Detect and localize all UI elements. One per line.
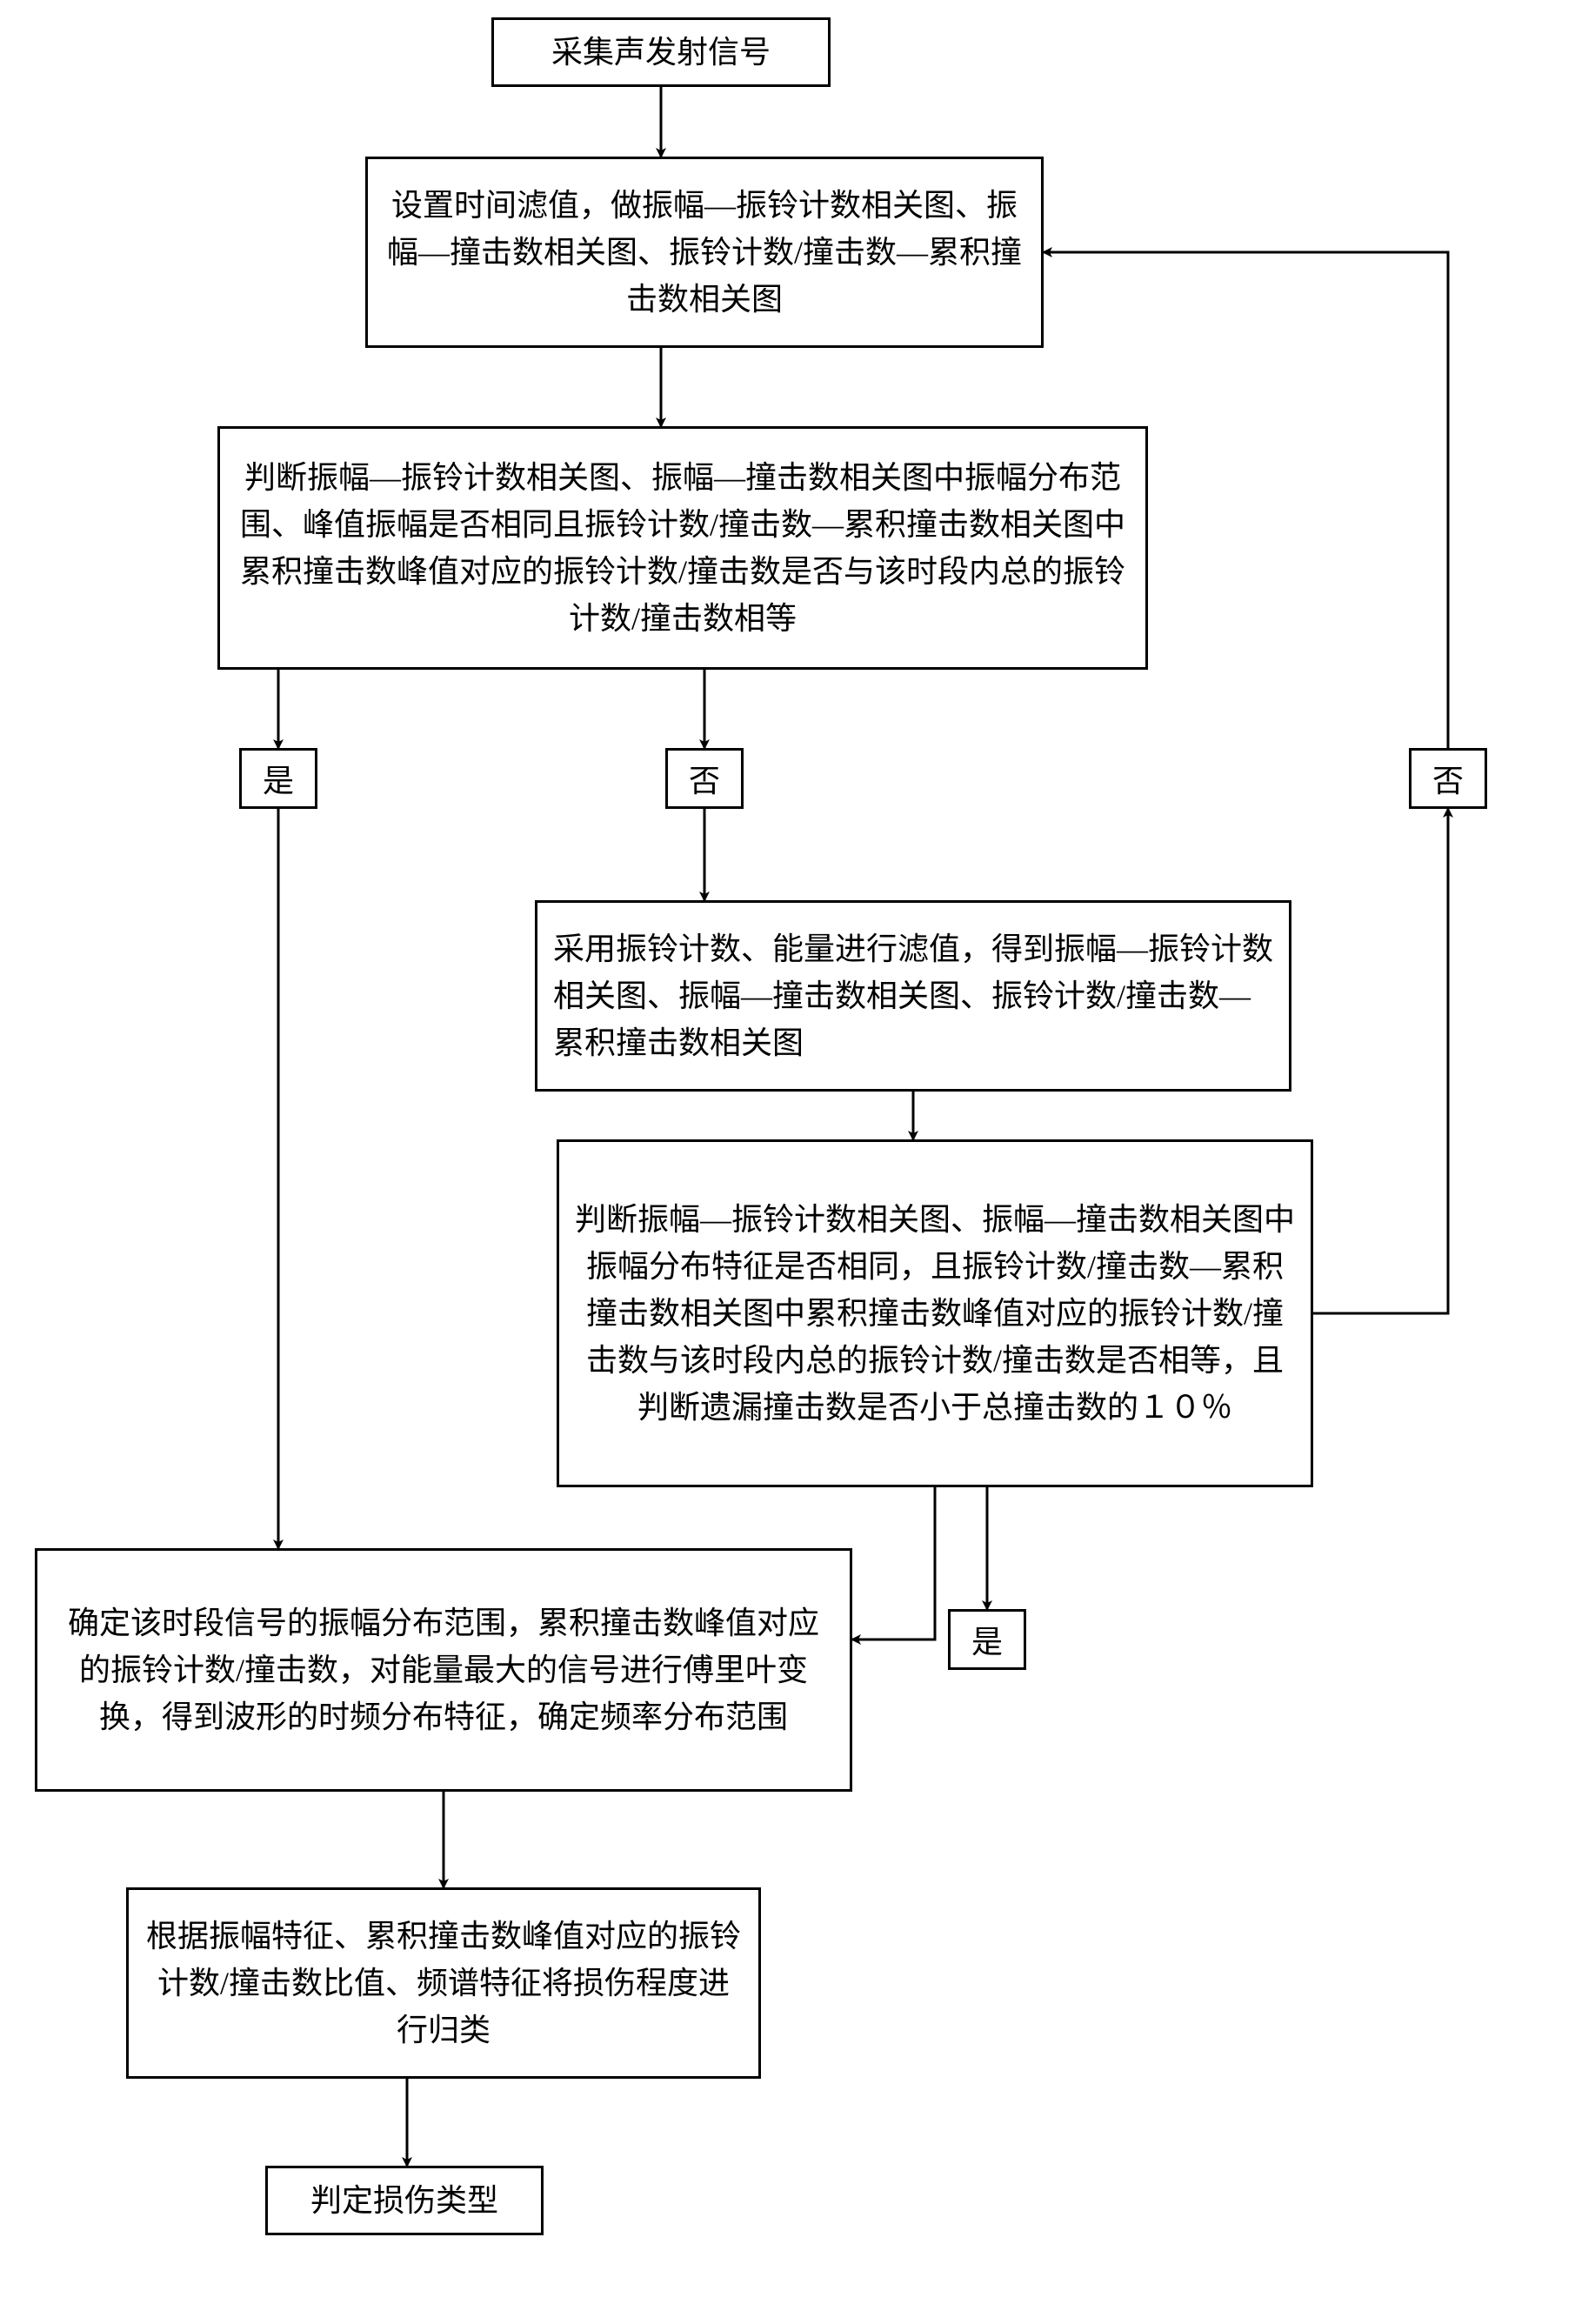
node-judge-1: 判断振幅—振铃计数相关图、振幅—撞击数相关图中振幅分布范围、峰值振幅是否相同且振… [217,426,1148,670]
label-no-2: 否 [1409,748,1487,809]
node-set-time-filter: 设置时间滤值，做振幅—振铃计数相关图、振幅—撞击数相关图、振铃计数/撞击数—累积… [365,157,1044,348]
label-yes-1: 是 [239,748,317,809]
label-yes-2: 是 [948,1609,1026,1670]
label-no-1: 否 [665,748,744,809]
node-judge-damage-type: 判定损伤类型 [265,2166,544,2235]
node-collect-signal: 采集声发射信号 [491,17,831,87]
node-classify-damage: 根据振幅特征、累积撞击数峰值对应的振铃计数/撞击数比值、频谱特征将损伤程度进行归… [126,1887,761,2079]
node-filter-ring-energy: 采用振铃计数、能量进行滤值，得到振幅—振铃计数相关图、振幅—撞击数相关图、振铃计… [535,900,1291,1092]
node-determine-range: 确定该时段信号的振幅分布范围，累积撞击数峰值对应的振铃计数/撞击数，对能量最大的… [35,1548,852,1792]
node-judge-2: 判断振幅—振铃计数相关图、振幅—撞击数相关图中振幅分布特征是否相同，且振铃计数/… [557,1139,1313,1487]
